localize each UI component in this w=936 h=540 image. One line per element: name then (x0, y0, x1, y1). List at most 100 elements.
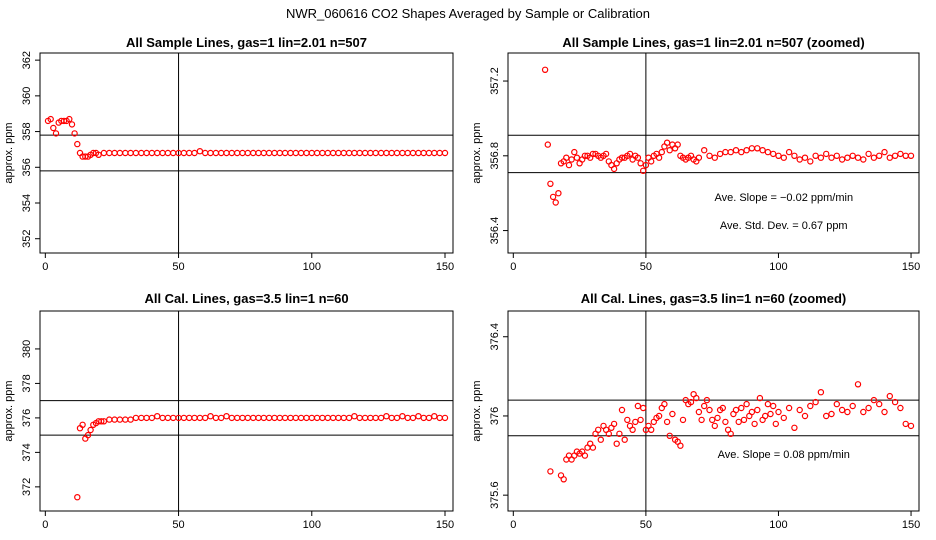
data-point (703, 396, 711, 404)
y-tick-label: 352 (21, 230, 33, 248)
data-point (881, 408, 888, 416)
data-point (785, 148, 793, 156)
y-tick-label: 357.2 (489, 67, 501, 95)
data-point (60, 117, 68, 125)
x-tick-label: 100 (303, 519, 321, 531)
data-point (47, 115, 54, 123)
y-tick-label: 358 (21, 122, 33, 140)
data-point (772, 420, 780, 428)
data-point (823, 412, 830, 420)
data-point (640, 167, 647, 174)
data-point (632, 418, 639, 426)
data-point (748, 408, 756, 416)
data-point (597, 436, 605, 443)
data-point (838, 156, 846, 163)
data-point (812, 152, 819, 159)
data-point (616, 430, 623, 437)
annotation: Ave. Slope = −0.02 ppm/min (714, 192, 853, 204)
data-point (897, 150, 904, 158)
data-point (68, 121, 76, 128)
x-tick-label: 50 (172, 261, 184, 273)
data-point (738, 148, 745, 156)
y-tick-label: 378 (21, 374, 33, 392)
x-tick-label: 150 (902, 519, 920, 531)
data-point (844, 154, 851, 161)
x-tick-label: 0 (42, 261, 48, 273)
data-point (791, 424, 798, 431)
data-point (780, 154, 788, 161)
data-point (796, 156, 803, 163)
data-point (637, 416, 644, 424)
y-tick-label: 380 (21, 340, 33, 358)
data-point (823, 150, 830, 158)
figure-title: NWR_060616 CO2 Shapes Averaged by Sample… (286, 6, 650, 21)
data-point (732, 146, 740, 154)
data-point (87, 426, 94, 434)
data-point (743, 146, 750, 154)
data-point (595, 426, 602, 433)
panel-title: All Sample Lines, gas=1 lin=2.01 n=507 (… (562, 35, 864, 50)
data-point (698, 416, 705, 424)
data-point (666, 146, 673, 154)
data-point (409, 414, 417, 422)
data-point (735, 418, 742, 426)
data-point (849, 152, 856, 159)
data-point (634, 154, 642, 161)
data-point (441, 414, 449, 422)
x-tick-label: 50 (640, 261, 652, 273)
data-point (626, 150, 634, 158)
data-point (555, 189, 562, 197)
data-point (82, 153, 89, 160)
data-point (716, 150, 724, 158)
data-point (756, 394, 764, 402)
data-point (801, 412, 809, 420)
data-point (621, 436, 628, 443)
y-axis-label: approx. ppm (3, 380, 15, 441)
series-points (74, 413, 449, 501)
data-point (764, 148, 772, 156)
data-point (865, 404, 872, 412)
data-point (565, 161, 573, 169)
panel-title: All Cal. Lines, gas=3.5 lin=1 n=60 (144, 291, 348, 306)
data-point (71, 130, 78, 137)
data-point (727, 148, 734, 156)
plot-frame (507, 52, 920, 254)
data-point (90, 149, 97, 157)
data-point (207, 413, 214, 420)
y-tick-label: 356 (21, 158, 33, 176)
data-point (860, 408, 867, 416)
data-point (693, 394, 700, 402)
data-point (738, 404, 745, 412)
data-point (658, 148, 666, 156)
data-point (711, 154, 719, 161)
data-point (95, 151, 102, 158)
data-point (549, 193, 557, 201)
data-point (902, 420, 909, 428)
data-point (838, 406, 846, 414)
data-point (589, 444, 597, 451)
data-point (828, 410, 835, 418)
annotation: Ave. Std. Dev. = 0.67 ppm (720, 220, 848, 232)
data-point (770, 402, 777, 410)
data-point (674, 141, 681, 148)
data-point (817, 389, 825, 396)
data-point (642, 161, 650, 169)
y-tick-label: 376 (21, 409, 33, 427)
data-point (695, 408, 703, 416)
data-point (714, 414, 721, 422)
data-point (727, 430, 734, 437)
data-point (544, 141, 552, 148)
y-tick-label: 372 (21, 478, 33, 496)
y-tick-label: 375.6 (489, 481, 501, 509)
data-point (711, 422, 719, 430)
data-point (907, 152, 915, 159)
data-point (655, 154, 663, 161)
data-point (669, 410, 676, 418)
data-point (196, 147, 204, 155)
data-point (648, 426, 655, 433)
data-point (743, 400, 750, 408)
data-point (775, 152, 782, 159)
data-point (648, 158, 655, 165)
data-point (589, 150, 597, 158)
